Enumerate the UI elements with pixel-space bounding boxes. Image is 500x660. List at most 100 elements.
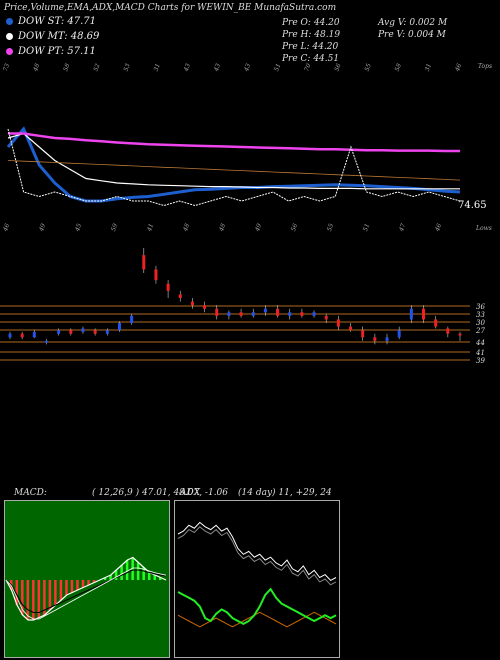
macd-histogram-bar [37, 580, 41, 618]
top-tick-label: 53 [123, 63, 132, 73]
top-tick-label: 52 [92, 63, 101, 73]
bottom-tick-label: 49 [38, 223, 48, 234]
candle-body [385, 337, 389, 341]
candle-body [409, 308, 413, 320]
top-tick-label: 58 [62, 63, 71, 73]
adx-panel [174, 500, 340, 658]
last-price-label: 74.65 [458, 200, 487, 211]
top-tick-label: 43 [243, 63, 253, 74]
candle-body [434, 319, 438, 327]
macd-histogram-bar [59, 580, 63, 600]
candle-body [324, 315, 328, 320]
bottom-tick-label: 45 [74, 223, 84, 234]
macd-header: MACD: [14, 488, 47, 498]
macd-histogram-bar [142, 567, 145, 580]
macd-histogram-bar [136, 562, 140, 580]
top-tick-label: 73 [2, 63, 11, 73]
macd-histogram-bar [76, 580, 79, 590]
candle-body [142, 255, 146, 270]
macd-histogram-bar [43, 580, 46, 615]
macd-histogram-bar [153, 575, 156, 580]
bottom-tick-label: 56 [290, 223, 299, 233]
adx-line [177, 526, 337, 586]
macd-histogram-bar [15, 580, 19, 605]
candle-body [44, 340, 48, 343]
legend-dow-st: DOW ST: 47.71 [6, 16, 96, 27]
ohlc-high: Pre H: 48.19 [282, 30, 341, 40]
chart-title: Price,Volume,EMA,ADX,MACD Charts for WEW… [4, 3, 337, 13]
candle-body [178, 294, 182, 298]
macd-histogram-bar [103, 577, 107, 580]
top-tick-label: 70 [303, 63, 312, 73]
ema-series-line [8, 132, 460, 153]
bottom-tick-label: 49 [254, 223, 264, 234]
adx-line [177, 587, 337, 626]
ema-chart: 73 48 58 52 53 31 43 43 43 51 70 56 55 58 31 46 46 49 45 59… [2, 63, 464, 234]
macd-histogram-bar [147, 572, 151, 580]
price-level-label: 39 [476, 357, 485, 365]
ema-series-line [7, 132, 460, 190]
candle-body [105, 330, 109, 334]
price-level-label: 33 [476, 311, 485, 319]
candle-body [203, 305, 207, 309]
macd-histogram-bar [109, 575, 112, 580]
bottom-tick-label: 48 [218, 223, 228, 234]
bottom-tick-label: 51 [362, 223, 371, 233]
price-level-label: 30 [476, 319, 485, 327]
ohlc-open: Pre O: 44.20 [282, 18, 340, 28]
legend-dot-icon [6, 18, 13, 25]
candle-body [458, 333, 462, 336]
candle-body [239, 312, 243, 316]
candle-body [276, 308, 280, 316]
legend-dot-icon [6, 33, 13, 40]
pre-volume: Pre V: 0.004 M [378, 30, 446, 40]
macd-histogram-bar [54, 580, 57, 605]
macd-histogram-bar [70, 580, 74, 593]
candle-body [263, 308, 267, 313]
macd-histogram-bar [87, 580, 90, 585]
candle-body [32, 331, 36, 338]
candle-body [93, 330, 97, 334]
macd-histogram-bar [26, 580, 30, 620]
candle-body [251, 312, 255, 316]
macd-histogram-bar [48, 580, 52, 610]
macd-histogram-bar [65, 580, 68, 595]
macd-histogram-bar [131, 557, 134, 580]
price-level-label: 41 [475, 349, 485, 357]
avg-volume: Avg V: 0.002 M [378, 18, 448, 28]
top-tick-label: 51 [273, 63, 282, 73]
bottom-tick-label: 47 [398, 223, 408, 234]
top-tick-label: 43 [182, 63, 192, 74]
candle-body [349, 326, 353, 331]
macd-line [5, 567, 167, 620]
candle-body [190, 301, 194, 306]
macd-histogram-bar [125, 560, 129, 580]
candle-body [422, 308, 426, 320]
adx-line [177, 611, 337, 628]
top-tick-label: 43 [213, 63, 223, 74]
ema-extra-line [7, 160, 461, 181]
legend-dot-icon [6, 48, 13, 55]
macd-panel [4, 500, 170, 658]
top-tick-label: 55 [364, 63, 373, 73]
top-tick-label: 31 [153, 63, 162, 73]
candle-body [361, 330, 365, 338]
adx-header: ADX [180, 488, 201, 498]
macd-histogram-bar [92, 580, 96, 583]
legend-label: DOW ST: 47.71 [18, 16, 97, 27]
top-tick-label: 48 [32, 63, 42, 74]
tops-label: Tops [478, 63, 493, 70]
top-tick-label: 46 [454, 63, 464, 74]
adx-params: (14 day) 11, +29, 24 [238, 488, 332, 498]
candle-body [8, 333, 12, 338]
candle-body [166, 283, 170, 291]
legend-label: DOW PT: 57.11 [18, 46, 96, 57]
candle-body [154, 269, 158, 281]
candle-body [288, 312, 292, 316]
bottom-tick-label: 55 [326, 223, 335, 233]
macd-line [5, 556, 167, 621]
macd-line [5, 569, 167, 613]
macd-histogram-bar [81, 580, 85, 588]
